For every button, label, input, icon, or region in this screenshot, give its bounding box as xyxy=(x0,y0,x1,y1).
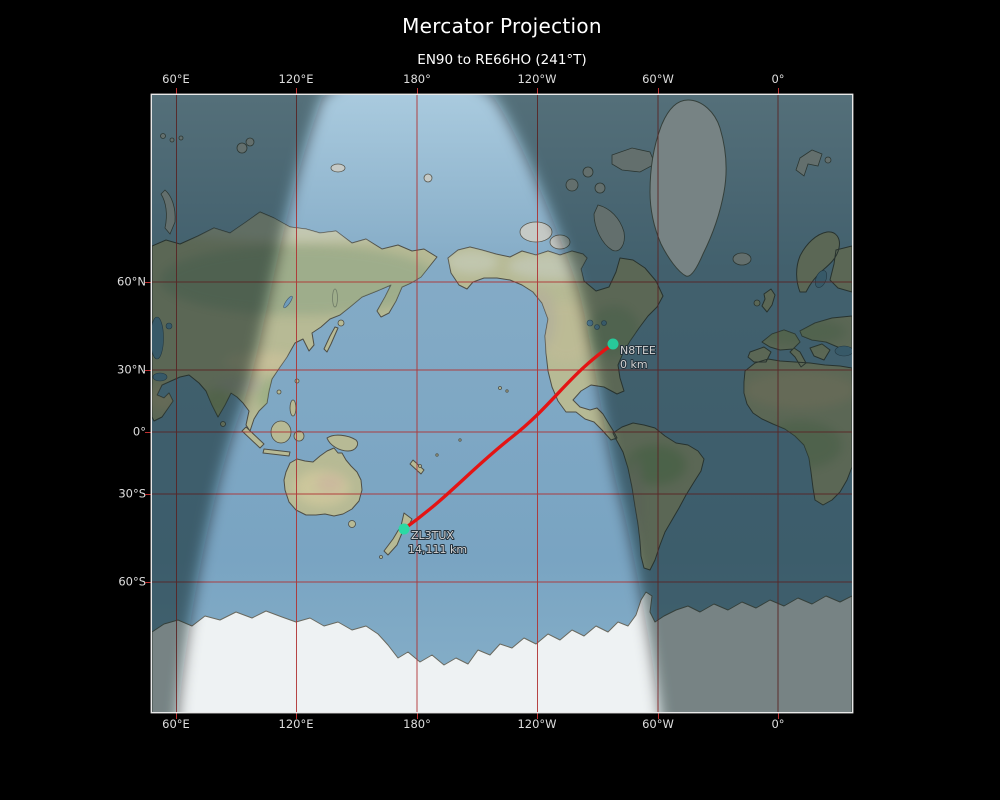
marker-distance-n8tee: 0 km xyxy=(620,358,648,371)
bottom-tick-label: 60°E xyxy=(162,717,190,731)
axis-tick xyxy=(145,282,151,283)
axis-tick xyxy=(417,88,418,94)
route-line xyxy=(402,342,615,531)
bottom-tick-label: 120°E xyxy=(278,717,314,731)
top-tick-label: 120°W xyxy=(517,72,557,86)
marker-distance-zl3tux: 14,111 km xyxy=(408,543,467,556)
top-tick-label: 0° xyxy=(771,72,785,86)
axis-tick xyxy=(537,88,538,94)
axis-tick xyxy=(537,713,538,719)
left-tick-label: 30°N xyxy=(117,362,146,377)
marker-dot-n8tee xyxy=(607,338,619,350)
marker-callsign-zl3tux: ZL3TUX xyxy=(411,529,454,542)
axis-tick xyxy=(296,88,297,94)
bottom-tick-label: 180° xyxy=(403,717,431,731)
marker-callsign-n8tee: N8TEE xyxy=(620,344,656,357)
axis-tick xyxy=(778,88,779,94)
axis-tick xyxy=(176,713,177,719)
axis-tick xyxy=(176,88,177,94)
top-tick-label: 60°E xyxy=(162,72,190,86)
map-plot-area: N8TEE 0 km ZL3TUX 14,111 km xyxy=(152,95,852,712)
top-tick-label: 60°W xyxy=(642,72,674,86)
world-map: N8TEE 0 km ZL3TUX 14,111 km xyxy=(152,95,852,712)
left-tick-label: 30°S xyxy=(118,486,146,501)
bottom-tick-label: 120°W xyxy=(517,717,557,731)
axis-tick xyxy=(296,713,297,719)
marker-dot-zl3tux xyxy=(398,523,410,535)
axis-tick xyxy=(145,370,151,371)
left-tick-label: 0° xyxy=(132,424,146,439)
left-tick-label: 60°N xyxy=(117,274,146,289)
night-terminator-overlay xyxy=(152,95,852,712)
axis-tick xyxy=(145,582,151,583)
axis-tick xyxy=(658,713,659,719)
axis-tick xyxy=(145,494,151,495)
top-tick-label: 180° xyxy=(403,72,431,86)
figure-subtitle: EN90 to RE66HO (241°T) xyxy=(417,52,587,68)
axis-tick xyxy=(145,432,151,433)
axis-tick xyxy=(658,88,659,94)
bottom-tick-label: 60°W xyxy=(642,717,674,731)
bottom-tick-label: 0° xyxy=(771,717,785,731)
axis-tick xyxy=(417,713,418,719)
top-tick-label: 120°E xyxy=(278,72,314,86)
left-tick-label: 60°S xyxy=(118,574,146,589)
axis-tick xyxy=(778,713,779,719)
page-title: Mercator Projection xyxy=(402,14,602,38)
